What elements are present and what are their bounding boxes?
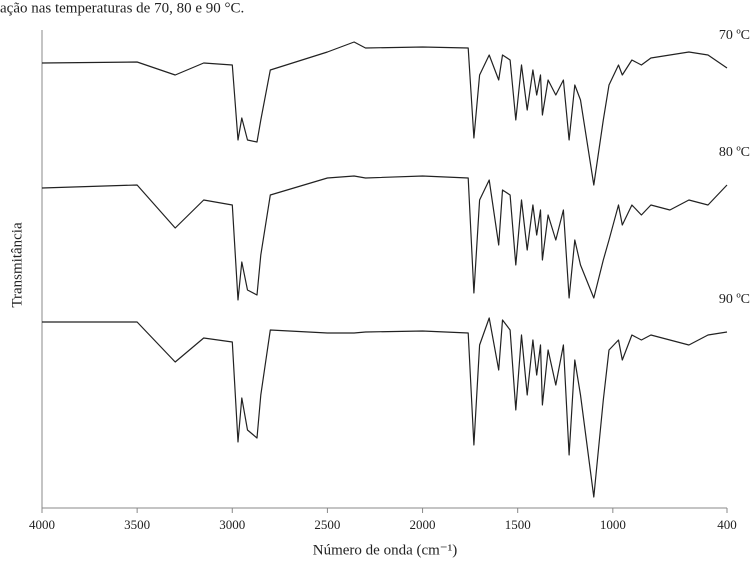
x-tick-label: 4000 [29, 517, 55, 532]
x-tick-label: 2000 [410, 517, 436, 532]
y-axis-label: Transmitância [9, 222, 25, 308]
spectrum-line [42, 317, 728, 498]
series-label: 70 ºC [719, 28, 750, 43]
x-tick-label: 3000 [219, 517, 245, 532]
chart-title: ação nas temperaturas de 70, 80 e 90 °C. [0, 0, 244, 16]
spectrum-line [41, 175, 728, 301]
x-axis-label: Número de onda (cm⁻¹) [313, 542, 457, 558]
series-label: 90 ºC [719, 292, 750, 307]
x-tick-label: 2500 [314, 517, 340, 532]
spectrum-line [41, 41, 728, 186]
x-tick-label: 400 [717, 517, 737, 532]
series-label: 80 ºC [719, 145, 750, 160]
x-tick-label: 3500 [124, 517, 150, 532]
x-tick-label: 1000 [600, 517, 626, 532]
x-tick-label: 1500 [505, 517, 531, 532]
